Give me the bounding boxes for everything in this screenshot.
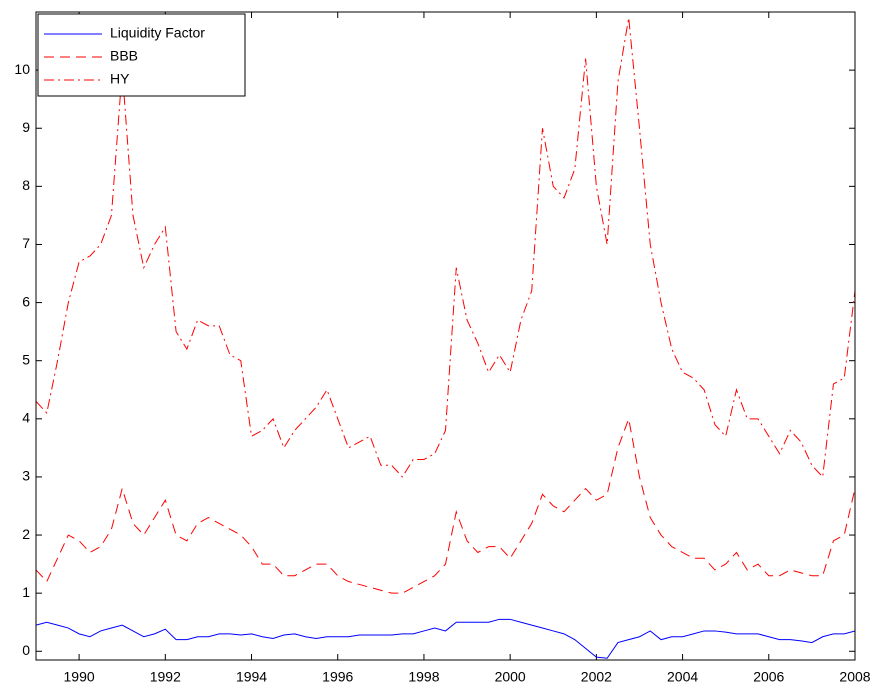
y-tick-label: 4: [22, 410, 30, 426]
plot-frame: [35, 11, 856, 661]
x-tick-label: 2000: [495, 669, 526, 685]
y-tick-label: 7: [22, 235, 30, 251]
legend-label: HY: [110, 71, 130, 87]
x-tick-label: 2002: [581, 669, 612, 685]
legend-box: [37, 13, 246, 97]
y-tick-label: 2: [22, 526, 30, 542]
x-tick-label: 1992: [150, 669, 181, 685]
x-tick-label: 1994: [236, 669, 267, 685]
x-tick-label: 1998: [408, 669, 439, 685]
x-tick-label: 1996: [322, 669, 353, 685]
y-tick-label: 6: [22, 293, 30, 309]
x-tick-label: 2006: [753, 669, 784, 685]
x-tick-label: 2004: [667, 669, 698, 685]
x-tick-label: 1990: [64, 669, 95, 685]
series-line: [36, 416, 855, 594]
y-tick-label: 3: [22, 468, 30, 484]
y-tick-label: 0: [22, 642, 30, 658]
y-tick-label: 5: [22, 351, 30, 367]
y-tick-label: 8: [22, 177, 30, 193]
series-line: [36, 17, 855, 479]
y-tick-label: 10: [14, 61, 30, 77]
y-tick-label: 1: [22, 584, 30, 600]
legend-label: BBB: [110, 48, 138, 64]
series-line: [36, 618, 855, 659]
legend-label: Liquidity Factor: [110, 25, 205, 41]
y-tick-label: 9: [22, 119, 30, 135]
x-tick-label: 2008: [839, 669, 870, 685]
